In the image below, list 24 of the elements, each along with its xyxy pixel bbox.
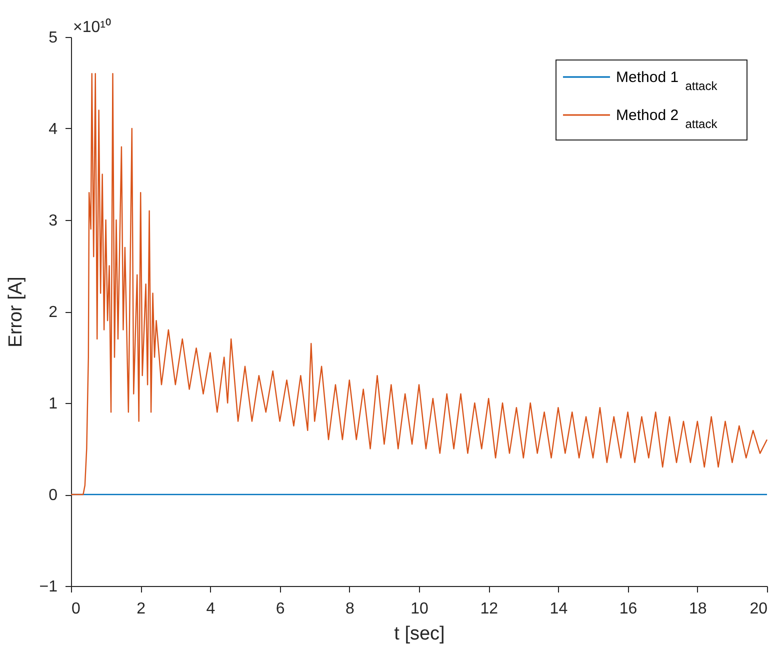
legend-label: Method 2attack [616,107,718,131]
x-tick-label: 16 [619,600,638,618]
x-tick-label: 20 [750,600,768,618]
line-series [70,73,768,496]
legend-label: Method 1attack [616,69,718,93]
x-tick-label: 0 [72,600,80,618]
x-tick-label: 4 [206,600,216,618]
x-tick-label: 12 [480,600,498,618]
y-tick-label: −1 [39,578,58,596]
y-tick-label: 0 [48,487,58,504]
y-axis-title: Error [A] [5,276,26,348]
x-axis-title: t [sec] [394,624,445,644]
x-tick-label: 18 [689,600,707,618]
x-tick-label: 8 [345,600,354,618]
y-tick-label: 2 [48,304,58,321]
y-tick-label: 1 [48,396,58,412]
x-tick-label: 2 [136,600,146,618]
x-tick-label: 14 [550,600,568,618]
y-tick-label: 4 [48,121,58,138]
x-tick-label: 10 [410,600,428,618]
x-tick-label: 6 [276,600,285,618]
text: ×10¹⁰ [73,18,112,36]
y-tick-label: 3 [48,212,58,230]
y-tick-label: 5 [48,30,58,46]
